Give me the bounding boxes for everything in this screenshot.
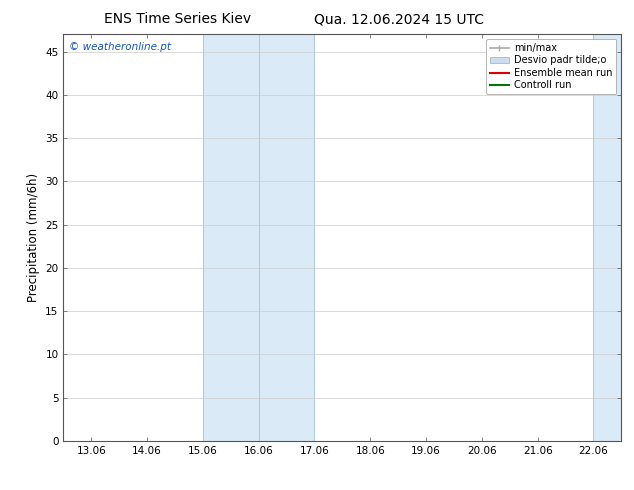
Bar — [259, 34, 314, 441]
Text: ENS Time Series Kiev: ENS Time Series Kiev — [104, 12, 251, 26]
Bar — [203, 34, 259, 441]
Bar — [593, 34, 621, 441]
Text: © weatheronline.pt: © weatheronline.pt — [69, 43, 171, 52]
Legend: min/max, Desvio padr tilde;o, Ensemble mean run, Controll run: min/max, Desvio padr tilde;o, Ensemble m… — [486, 39, 616, 94]
Y-axis label: Precipitation (mm/6h): Precipitation (mm/6h) — [27, 173, 40, 302]
Text: Qua. 12.06.2024 15 UTC: Qua. 12.06.2024 15 UTC — [314, 12, 484, 26]
